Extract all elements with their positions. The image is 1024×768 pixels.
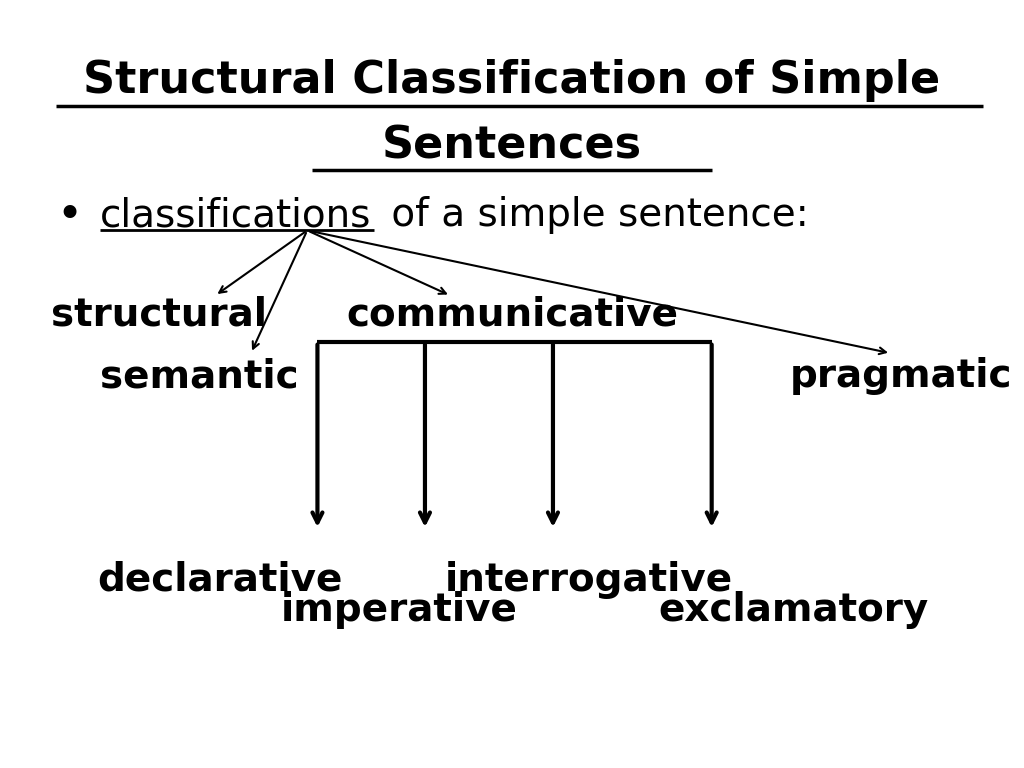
- Text: of a simple sentence:: of a simple sentence:: [379, 196, 809, 234]
- Text: classifications: classifications: [100, 196, 372, 234]
- Text: communicative: communicative: [346, 296, 678, 334]
- Text: Structural Classification of Simple: Structural Classification of Simple: [83, 59, 941, 102]
- Text: declarative: declarative: [97, 561, 343, 598]
- Text: imperative: imperative: [281, 591, 518, 629]
- Text: Sentences: Sentences: [382, 124, 642, 167]
- Text: semantic: semantic: [100, 357, 299, 396]
- Text: exclamatory: exclamatory: [658, 591, 929, 629]
- Text: interrogative: interrogative: [444, 561, 733, 598]
- Text: structural: structural: [51, 296, 266, 334]
- Text: pragmatic: pragmatic: [790, 357, 1013, 396]
- Text: •: •: [56, 194, 83, 237]
